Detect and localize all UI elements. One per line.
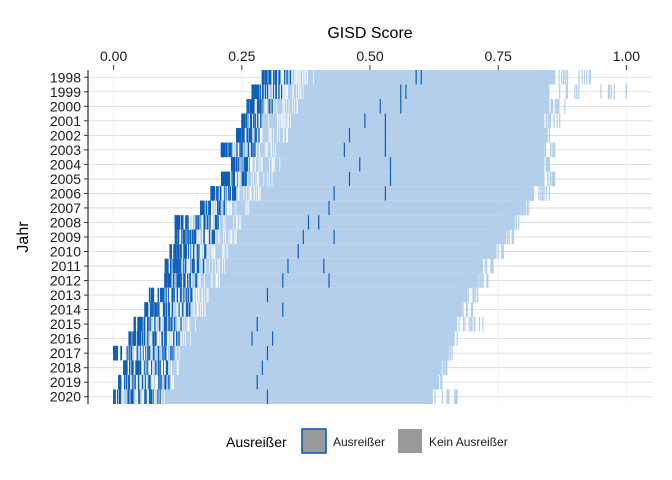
y-tick-label: 2002 (50, 127, 81, 143)
legend-key-non-outlier (398, 429, 422, 453)
non-outlier-band (129, 360, 442, 375)
y-tick-label: 2008 (50, 214, 81, 230)
legend-label-outlier: Ausreißer (333, 435, 385, 449)
y-tick-label: 2009 (50, 229, 81, 245)
y-tick-label: 2006 (50, 185, 81, 201)
non-outlier-band (190, 215, 514, 230)
non-outlier-band (241, 113, 545, 129)
y-tick-label: 2003 (50, 142, 81, 158)
y-axis-title: Jahr (15, 221, 32, 253)
y-tick-label: 2004 (50, 156, 81, 172)
non-outlier-band (144, 316, 458, 332)
legend-key-outlier (301, 428, 327, 454)
y-tick-label: 2007 (50, 200, 81, 216)
x-tick-label: 0.00 (100, 48, 127, 64)
y-tick-label: 2012 (50, 273, 81, 289)
y-tick-label: 2010 (50, 244, 81, 260)
non-outlier-band (221, 171, 545, 187)
non-outlier-band (170, 273, 478, 288)
y-tick-label: 2013 (50, 287, 81, 303)
non-outlier-band (236, 128, 545, 143)
non-outlier-band (200, 200, 524, 216)
non-outlier-band (154, 302, 463, 317)
x-tick-label: 0.25 (228, 48, 255, 64)
y-tick-label: 2005 (50, 171, 81, 187)
axes: 0.00 0.25 0.50 0.75 1.00 19981999200020012002… (50, 48, 640, 405)
legend-label-non-outlier: Kein Ausreißer (429, 435, 508, 449)
y-tick-label: 2016 (50, 331, 81, 347)
y-tick-label: 2015 (50, 316, 81, 332)
non-outlier-band (231, 157, 545, 172)
y-tick-label: 2019 (50, 374, 81, 390)
non-outlier-band (139, 331, 453, 346)
non-outlier-band (159, 287, 468, 303)
non-outlier-band (246, 99, 550, 114)
legend: Ausreißer Ausreißer Kein Ausreißer (226, 428, 508, 454)
non-outlier-band (175, 258, 483, 274)
y-tick-label: 2011 (51, 258, 81, 274)
y-tick-label: 2017 (50, 345, 81, 361)
y-tick-label: 1999 (50, 84, 81, 100)
y-tick-label: 2001 (50, 113, 81, 129)
non-outlier-band (211, 186, 535, 201)
non-outlier-band (118, 389, 432, 404)
y-tick-label: 2014 (50, 302, 81, 318)
x-axis-title: GISD Score (327, 25, 412, 42)
y-tick-label: 2018 (50, 360, 81, 376)
x-tick-label: 1.00 (613, 48, 640, 64)
non-outlier-band (129, 345, 447, 361)
y-tick-label: 1998 (50, 69, 81, 85)
non-outlier-band (123, 374, 437, 390)
y-tick-label: 2020 (50, 389, 81, 405)
x-tick-label: 0.50 (356, 48, 383, 64)
plot-marks (113, 70, 627, 404)
non-outlier-band (262, 70, 555, 85)
non-outlier-band (185, 229, 504, 245)
non-outlier-band (180, 244, 494, 259)
x-tick-label: 0.75 (485, 48, 512, 64)
y-tick-label: 2000 (50, 98, 81, 114)
legend-title: Ausreißer (226, 434, 287, 450)
